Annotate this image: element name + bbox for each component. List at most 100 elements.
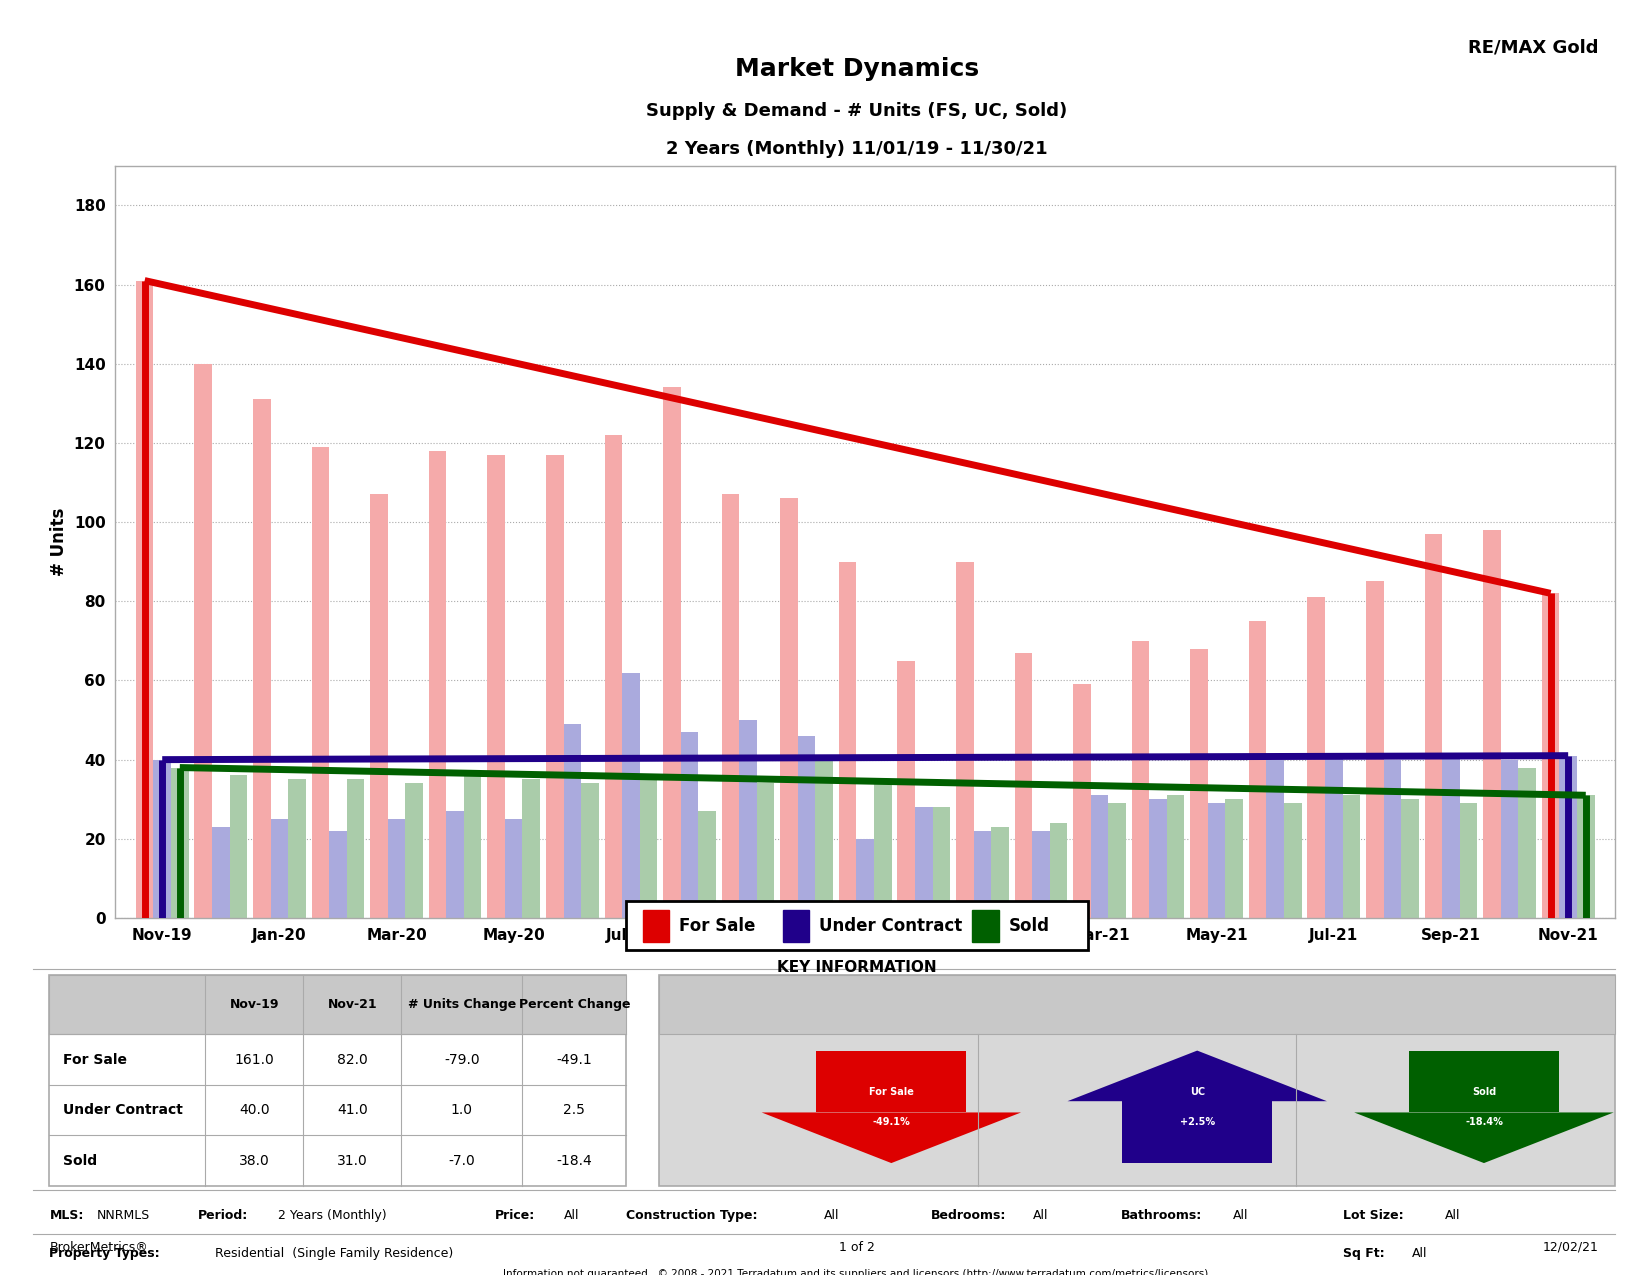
Text: 41.0: 41.0 <box>336 1103 368 1117</box>
Bar <box>582 783 598 918</box>
Text: Price:: Price: <box>494 1209 534 1221</box>
Bar <box>1032 831 1050 918</box>
Text: NNRMLS: NNRMLS <box>97 1209 150 1221</box>
Bar <box>1559 756 1577 918</box>
Bar <box>1366 581 1384 918</box>
Text: # Units Change: # Units Change <box>407 998 516 1011</box>
Bar <box>1384 760 1401 918</box>
Bar <box>873 779 892 918</box>
Bar <box>346 779 364 918</box>
Bar <box>1073 685 1091 918</box>
Bar <box>639 779 658 918</box>
Text: 2 Years (Monthly) 11/01/19 - 11/30/21: 2 Years (Monthly) 11/01/19 - 11/30/21 <box>666 140 1048 158</box>
Bar <box>1343 796 1360 918</box>
Text: 2 Years (Monthly): 2 Years (Monthly) <box>277 1209 386 1221</box>
Bar <box>545 455 564 918</box>
Bar <box>1460 803 1477 918</box>
Text: Period:: Period: <box>198 1209 247 1221</box>
Y-axis label: # Units: # Units <box>49 507 68 576</box>
Text: Information not guaranteed.  © 2008 - 2021 Terradatum and its suppliers and lice: Information not guaranteed. © 2008 - 202… <box>503 1269 1211 1275</box>
Text: 12/02/21: 12/02/21 <box>1543 1241 1599 1253</box>
Bar <box>288 779 307 918</box>
Bar <box>311 446 330 918</box>
Text: 38.0: 38.0 <box>239 1154 270 1168</box>
Bar <box>681 732 699 918</box>
Text: -79.0: -79.0 <box>443 1053 480 1066</box>
Text: Under Contract: Under Contract <box>63 1103 183 1117</box>
Bar <box>1284 803 1302 918</box>
Text: 1 of 2: 1 of 2 <box>839 1241 875 1253</box>
Text: RE/MAX Gold: RE/MAX Gold <box>1468 38 1599 56</box>
Text: Percent Change: Percent Change <box>519 998 630 1011</box>
Bar <box>1266 760 1284 918</box>
Text: 82.0: 82.0 <box>336 1053 368 1066</box>
Bar <box>1518 768 1536 918</box>
Text: 40.0: 40.0 <box>239 1103 270 1117</box>
Text: Nov-19: Nov-19 <box>229 998 279 1011</box>
Text: KEY INFORMATION: KEY INFORMATION <box>778 960 936 975</box>
Text: +2.5%: +2.5% <box>1180 1117 1215 1127</box>
Bar <box>387 819 405 918</box>
Bar <box>1109 803 1126 918</box>
Bar <box>990 827 1009 918</box>
Bar <box>213 827 229 918</box>
Bar <box>605 435 621 918</box>
Text: Residential  (Single Family Residence): Residential (Single Family Residence) <box>214 1247 453 1260</box>
Bar <box>465 775 481 918</box>
Text: -7.0: -7.0 <box>448 1154 475 1168</box>
Bar <box>621 672 639 918</box>
Text: For Sale: For Sale <box>63 1053 127 1066</box>
Text: Sold: Sold <box>1472 1086 1496 1096</box>
Bar <box>839 562 857 918</box>
Bar <box>135 280 153 918</box>
Text: Market Dynamics: Market Dynamics <box>735 57 979 82</box>
Bar <box>1208 803 1226 918</box>
Bar <box>171 768 188 918</box>
Bar <box>898 660 915 918</box>
Bar <box>194 363 213 918</box>
Text: Bathrooms:: Bathrooms: <box>1121 1209 1201 1221</box>
Bar <box>1307 597 1325 918</box>
Bar <box>1442 756 1460 918</box>
Text: Property Types:: Property Types: <box>49 1247 160 1260</box>
Text: -18.4%: -18.4% <box>1465 1117 1503 1127</box>
Bar <box>756 783 775 918</box>
Text: Under Contract: Under Contract <box>819 917 962 935</box>
Bar <box>1325 756 1343 918</box>
Bar <box>798 736 816 918</box>
Text: Construction Type:: Construction Type: <box>626 1209 758 1221</box>
Text: All: All <box>824 1209 839 1221</box>
Text: 161.0: 161.0 <box>234 1053 274 1066</box>
Bar <box>1015 653 1032 918</box>
Text: -49.1: -49.1 <box>557 1053 592 1066</box>
Bar <box>662 388 681 918</box>
Bar <box>1091 796 1109 918</box>
Text: Bedrooms:: Bedrooms: <box>931 1209 1007 1221</box>
Bar <box>722 495 740 918</box>
Text: Supply & Demand - # Units (FS, UC, Sold): Supply & Demand - # Units (FS, UC, Sold) <box>646 102 1068 120</box>
Bar <box>1483 530 1501 918</box>
Text: For Sale: For Sale <box>679 917 755 935</box>
Text: All: All <box>564 1209 578 1221</box>
Bar <box>933 807 951 918</box>
Text: Nov-21: Nov-21 <box>328 998 377 1011</box>
Text: Sold: Sold <box>1009 917 1050 935</box>
Bar <box>915 807 933 918</box>
Text: Sq Ft:: Sq Ft: <box>1343 1247 1384 1260</box>
Bar <box>254 399 270 918</box>
Bar <box>956 562 974 918</box>
Bar <box>270 819 288 918</box>
Bar <box>153 760 171 918</box>
Bar <box>1543 593 1559 918</box>
Bar <box>522 779 541 918</box>
Bar <box>1132 641 1149 918</box>
Bar <box>1190 649 1208 918</box>
Bar <box>1226 799 1243 918</box>
Bar <box>1401 799 1419 918</box>
Text: -18.4: -18.4 <box>557 1154 592 1168</box>
Bar <box>740 720 756 918</box>
Bar <box>816 760 832 918</box>
Text: All: All <box>1233 1209 1248 1221</box>
Bar <box>330 831 346 918</box>
Text: All: All <box>1412 1247 1427 1260</box>
